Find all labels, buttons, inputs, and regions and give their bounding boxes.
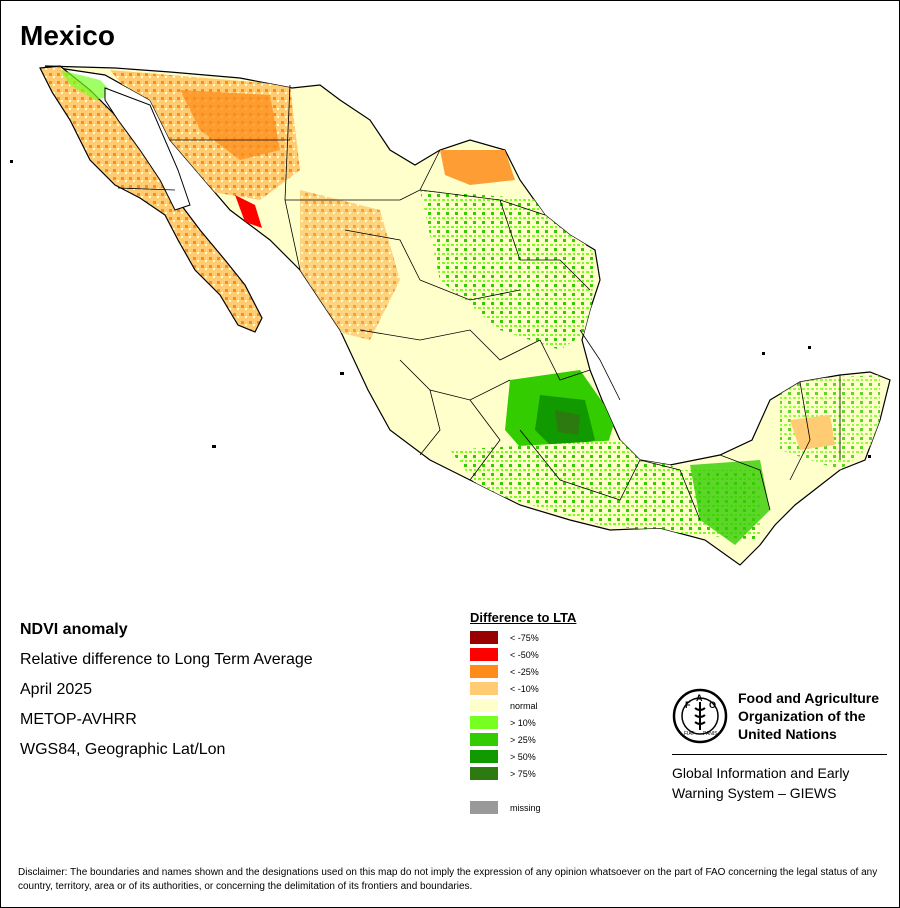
giews-line: Warning System – GIEWS: [672, 785, 837, 801]
layer-date: April 2025: [20, 681, 93, 698]
legend-item: < -50%: [470, 646, 576, 663]
legend-label: < -75%: [510, 632, 539, 643]
layer-sensor: METOP-AVHRR: [20, 711, 137, 728]
fao-org-line: Organization of the: [738, 708, 866, 724]
legend-label: > 10%: [510, 717, 536, 728]
legend-swatch: [470, 682, 498, 695]
legend-label: < -25%: [510, 666, 539, 677]
layer-projection: WGS84, Geographic Lat/Lon: [20, 741, 226, 758]
legend-title: Difference to LTA: [470, 610, 577, 625]
fao-emblem-icon: F A O FIAT PANIS: [672, 688, 728, 744]
legend-item: < -10%: [470, 680, 576, 697]
mexico-ndvi-map: [10, 65, 891, 566]
legend-item: < -25%: [470, 663, 576, 680]
map-title: Mexico: [20, 20, 115, 51]
legend-item: > 75%: [470, 765, 576, 782]
legend-swatch: [470, 767, 498, 780]
legend-label: < -50%: [510, 649, 539, 660]
legend-label: normal: [510, 700, 538, 711]
logo-divider: [672, 754, 887, 755]
legend-label: missing: [510, 802, 541, 813]
svg-text:F: F: [685, 700, 691, 710]
legend-swatch: [470, 801, 498, 814]
legend-swatch: [470, 750, 498, 763]
legend-item-missing: missing: [470, 799, 576, 816]
legend-swatch: [470, 733, 498, 746]
legend-label: > 75%: [510, 768, 536, 779]
legend-item: > 50%: [470, 748, 576, 765]
legend-label: < -10%: [510, 683, 539, 694]
legend-label: > 25%: [510, 734, 536, 745]
legend-swatch: [470, 665, 498, 678]
layer-description: Relative difference to Long Term Average: [20, 651, 313, 668]
giews-name: Global Information and Early Warning Sys…: [672, 763, 887, 803]
fao-org-name: Food and Agriculture Organization of the…: [738, 689, 879, 743]
legend: Difference to LTA < -75% < -50% < -25% < -1…: [470, 610, 576, 816]
legend-label: > 50%: [510, 751, 536, 762]
map-info: NDVI anomaly Relative difference to Long…: [20, 615, 313, 765]
legend-swatch: [470, 631, 498, 644]
legend-item: < -75%: [470, 629, 576, 646]
svg-text:A: A: [696, 693, 703, 703]
svg-text:O: O: [709, 700, 716, 710]
layer-name: NDVI anomaly: [20, 621, 128, 638]
legend-item: normal: [470, 697, 576, 714]
legend-item: > 25%: [470, 731, 576, 748]
legend-item: > 10%: [470, 714, 576, 731]
svg-text:PANIS: PANIS: [703, 731, 718, 737]
fao-logo-block: F A O FIAT PANIS Food and Agriculture Or…: [672, 688, 887, 803]
disclaimer: Disclaimer: The boundaries and names sho…: [18, 867, 878, 892]
fao-org-line: United Nations: [738, 726, 837, 742]
svg-text:FIAT: FIAT: [684, 731, 694, 737]
giews-line: Global Information and Early: [672, 765, 850, 781]
fao-org-line: Food and Agriculture: [738, 690, 880, 706]
legend-swatch: [470, 648, 498, 661]
legend-swatch: [470, 699, 498, 712]
legend-swatch: [470, 716, 498, 729]
